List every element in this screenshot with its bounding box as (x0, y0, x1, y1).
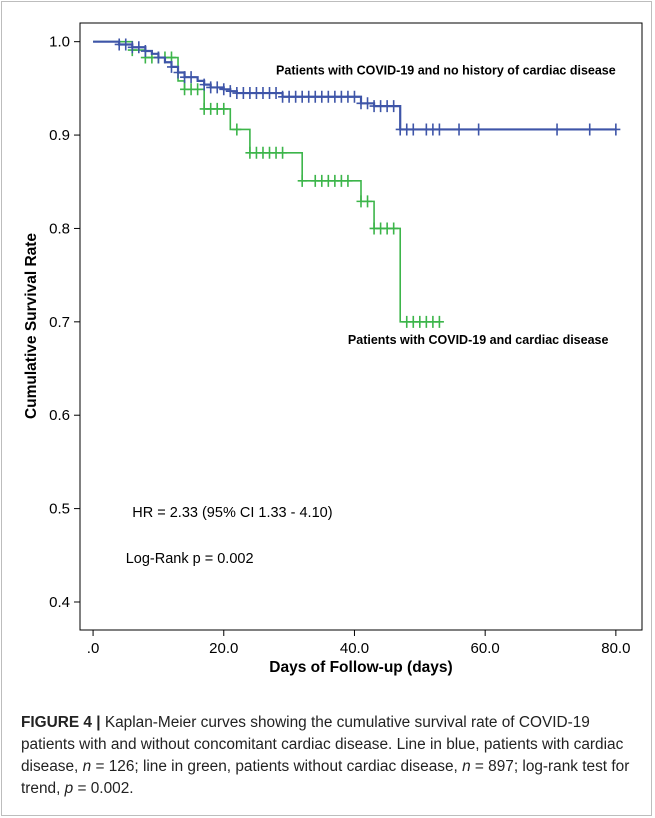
censor-mark (363, 195, 373, 208)
caption-text: = 897; log-rank test for trend, (21, 758, 630, 797)
y-tick-label: 1.0 (49, 34, 70, 51)
annotation-text: Patients with COVID-19 and cardiac disea… (348, 333, 609, 347)
censor-mark (225, 85, 235, 98)
caption-text: = 0.002. (73, 780, 134, 797)
x-tick-label: 40.0 (340, 640, 369, 657)
y-tick-label: 0.9 (49, 127, 70, 144)
y-tick-label: 0.7 (49, 314, 70, 331)
x-axis: .0 20.0 40.0 60.0 80.0 (87, 630, 630, 657)
censor-mark (219, 83, 229, 96)
series-layer (93, 38, 621, 328)
censor-mark (166, 60, 176, 73)
censor-mark (389, 222, 399, 235)
caption-n-var: n (462, 758, 471, 775)
km-chart: .0 20.0 40.0 60.0 80.0 0.4 0.5 0.6 0.7 0.8 0.9 1.0… (23, 22, 643, 676)
plot-area (79, 22, 643, 631)
x-axis-label: Days of Follow-up (days) (269, 659, 452, 676)
caption-p-var: p (64, 780, 74, 797)
censor-mark (434, 123, 444, 136)
x-tick-label: .0 (87, 640, 100, 657)
censor-mark (173, 66, 183, 79)
censor-mark (389, 100, 399, 113)
censor-mark (193, 83, 203, 96)
y-axis-label: Cumulative Survival Rate (23, 233, 40, 419)
x-tick-label: 20.0 (209, 640, 238, 657)
caption-text: Kaplan-Meier curves showing the cumulati… (21, 714, 624, 775)
censor-mark (134, 41, 144, 54)
annotations: Patients with COVID-19 and no history of… (126, 63, 616, 566)
censor-mark (140, 45, 150, 58)
censor-mark (271, 87, 281, 100)
censor-mark (212, 81, 222, 94)
y-tick-label: 0.6 (49, 407, 70, 424)
censor-mark (343, 174, 353, 187)
censor-mark (552, 123, 562, 136)
censor-mark (454, 123, 464, 136)
x-tick-label: 80.0 (601, 640, 630, 657)
censor-mark (585, 123, 595, 136)
censor-mark (349, 90, 359, 103)
figure-caption: FIGURE 4 | Kaplan-Meier curves showing t… (21, 712, 639, 800)
censor-mark (232, 123, 242, 136)
censor-mark (219, 102, 229, 115)
censor-mark (611, 123, 621, 136)
caption-n-var: n (82, 758, 92, 775)
y-tick-label: 0.5 (49, 501, 70, 518)
censor-mark (121, 38, 131, 51)
censor-mark (297, 174, 307, 187)
censor-mark (363, 97, 373, 110)
annotation-text: Patients with COVID-19 and no history of… (276, 63, 616, 77)
annotation-text: HR = 2.33 (95% CI 1.33 - 4.10) (132, 505, 332, 521)
censor-mark (434, 315, 444, 328)
y-axis: 0.4 0.5 0.6 0.7 0.8 0.9 1.0 (49, 34, 80, 611)
y-tick-label: 0.4 (49, 594, 70, 611)
censor-mark (186, 71, 196, 84)
censor-mark (474, 123, 484, 136)
censor-mark (278, 146, 288, 159)
censor-mark (199, 78, 209, 91)
annotation-text: Log-Rank p = 0.002 (126, 551, 254, 567)
x-tick-label: 60.0 (471, 640, 500, 657)
caption-text: = 126; line in green, patients without c… (91, 758, 463, 775)
censor-mark (408, 123, 418, 136)
censor-mark (153, 51, 163, 64)
caption-label: FIGURE 4 | (21, 714, 101, 731)
series-line (93, 40, 440, 323)
y-tick-label: 0.8 (49, 220, 70, 237)
